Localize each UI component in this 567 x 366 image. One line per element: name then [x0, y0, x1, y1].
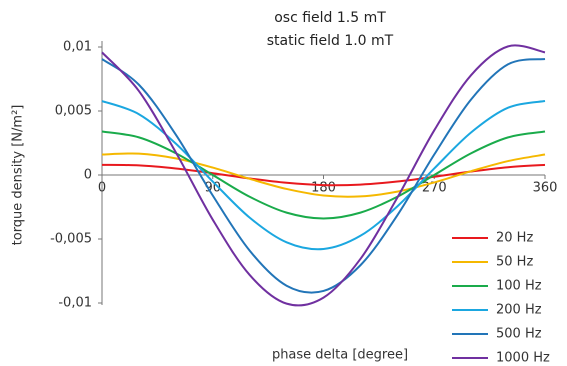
legend-label: 200 Hz: [496, 303, 542, 318]
y-axis-label: torque density [N/m²]: [11, 105, 26, 246]
series-line: [101, 100, 546, 251]
legend-label: 50 Hz: [496, 255, 533, 270]
x-tick-label: 0: [98, 181, 106, 196]
y-tick-label: -0,005: [50, 232, 92, 247]
chart-title: osc field 1.5 mT: [274, 10, 386, 26]
series-line: [101, 152, 546, 198]
y-tick-label: 0: [84, 168, 92, 183]
x-tick-label: 90: [204, 181, 221, 196]
legend-label: 500 Hz: [496, 327, 542, 342]
series-line: [101, 58, 546, 294]
y-tick-label: 0,005: [55, 104, 92, 119]
legend-label: 20 Hz: [496, 231, 533, 246]
x-tick-label: 360: [533, 181, 558, 196]
x-axis-label: phase delta [degree]: [272, 348, 408, 363]
y-tick-label: 0,01: [63, 40, 92, 55]
legend-label: 100 Hz: [496, 279, 542, 294]
y-tick-label: -0,01: [58, 296, 92, 311]
chart-subtitle: static field 1.0 mT: [267, 33, 394, 49]
legend-label: 1000 Hz: [496, 351, 550, 366]
series-line: [101, 44, 546, 307]
x-tick-label: 180: [311, 181, 336, 196]
